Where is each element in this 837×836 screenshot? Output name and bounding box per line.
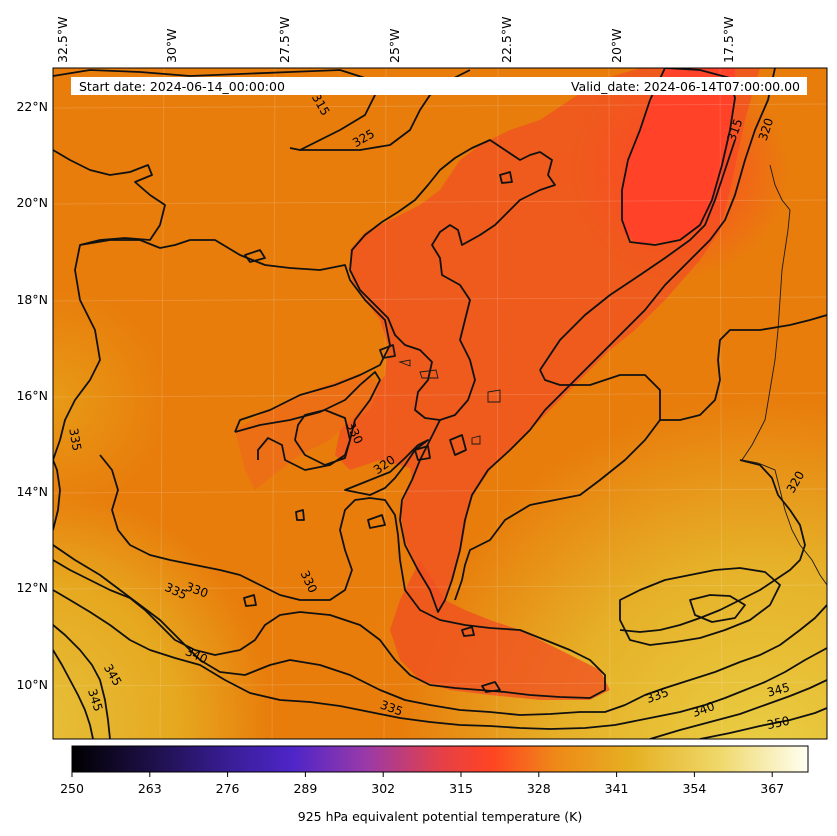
contour-east-320	[539, 139, 736, 371]
contour-label-20: 350	[766, 714, 791, 732]
contour-330-south	[53, 454, 606, 699]
colorbar-label: 925 hPa equivalent potential temperature…	[298, 809, 582, 824]
contour-central-bottom-320	[454, 369, 661, 601]
contour-345-sw2	[53, 649, 94, 739]
colorbar-tick-labels: 250 263 276 289 302 315 328 341 354 367	[60, 781, 784, 796]
date-banner: Start date: 2024-06-14_00:00:00 Valid_da…	[71, 77, 807, 95]
latitude-labels: 22°N 20°N 18°N 16°N 14°N 12°N 10°N	[16, 99, 48, 692]
lon-label-25w: 25°W	[387, 28, 402, 63]
colorbar: 250 263 276 289 302 315 328 341 354 367 …	[60, 745, 809, 824]
contour-nw-ridge	[53, 149, 166, 461]
graticule	[53, 68, 827, 739]
cape-verde-5	[471, 435, 481, 445]
contours	[53, 68, 827, 739]
date-banner-box	[71, 77, 807, 95]
contour-island-1	[244, 249, 266, 263]
contour-345-east	[649, 679, 827, 739]
lon-label-30w: 30°W	[164, 28, 179, 63]
map-frame	[52, 67, 828, 740]
contour-335-sw	[53, 544, 827, 716]
contour-340	[53, 589, 827, 730]
colorbar-tick-367: 367	[760, 781, 784, 796]
contour-label-15: 345	[85, 687, 105, 713]
lon-label-32-5w: 32.5°W	[55, 17, 70, 63]
contour-island-7	[243, 594, 257, 607]
lat-label-22n: 22°N	[16, 99, 48, 114]
contour-island-8	[295, 509, 305, 521]
lon-label-22-5w: 22.5°W	[499, 17, 514, 63]
cape-verde-1	[379, 344, 396, 359]
lat-label-18n: 18°N	[16, 292, 48, 307]
lat-label-16n: 16°N	[16, 388, 48, 403]
contour-island-4	[367, 514, 386, 529]
lon-label-17-5w: 17.5°W	[721, 17, 736, 63]
lat-label-10n: 10°N	[16, 677, 48, 692]
colorbar-tick-354: 354	[682, 781, 706, 796]
contour-335-west	[53, 459, 61, 531]
contour-channel-320	[399, 68, 776, 613]
lon-label-20w: 20°W	[609, 28, 624, 63]
contour-335-east	[619, 459, 806, 633]
colorbar-gradient	[71, 745, 809, 773]
colorbar-tick-276: 276	[216, 781, 240, 796]
colorbar-tick-341: 341	[605, 781, 629, 796]
colorbar-tick-250: 250	[60, 781, 84, 796]
coastline	[379, 164, 827, 586]
longitude-labels: 32.5°W 30°W 27.5°W 25°W 22.5°W 20°W 17.5…	[55, 17, 736, 63]
colorbar-tick-263: 263	[138, 781, 162, 796]
contour-central-320	[349, 139, 556, 421]
cape-verde-2	[398, 359, 411, 367]
contour-label-2: 320	[756, 116, 776, 142]
map-field	[53, 68, 827, 739]
contour-island-9	[499, 171, 513, 184]
contour-345-west	[53, 624, 111, 739]
colorbar-tick-328: 328	[527, 781, 551, 796]
lat-label-20n: 20°N	[16, 195, 48, 210]
contour-east-330	[660, 314, 827, 421]
start-date-text: Start date: 2024-06-14_00:00:00	[79, 79, 285, 94]
contour-west-330	[79, 239, 391, 433]
contour-island-5	[461, 626, 475, 637]
contour-nw-325	[53, 69, 376, 151]
contour-label-8: 335	[66, 427, 84, 452]
contour-350	[699, 707, 827, 739]
lon-label-27-5w: 27.5°W	[277, 17, 292, 63]
colorbar-ticks	[71, 772, 773, 777]
valid-date-text: Valid_date: 2024-06-14T07:00:00.00	[571, 79, 800, 94]
contour-island-10	[414, 445, 431, 461]
lat-label-12n: 12°N	[16, 580, 48, 595]
lat-label-14n: 14°N	[16, 484, 48, 499]
contour-se-loops	[619, 567, 781, 646]
colorbar-tick-302: 302	[371, 781, 395, 796]
contour-island-3	[449, 434, 467, 456]
contour-label-19: 345	[766, 680, 792, 699]
africa-coast	[741, 164, 827, 586]
cape-verde-3	[419, 369, 439, 379]
cape-verde-4	[487, 389, 501, 403]
cold-core-315	[622, 68, 735, 245]
contour-sw-loop	[294, 409, 351, 466]
colorbar-tick-315: 315	[449, 781, 473, 796]
colorbar-tick-289: 289	[293, 781, 317, 796]
contour-se-inner	[689, 594, 746, 623]
contour-island-6	[481, 681, 501, 693]
